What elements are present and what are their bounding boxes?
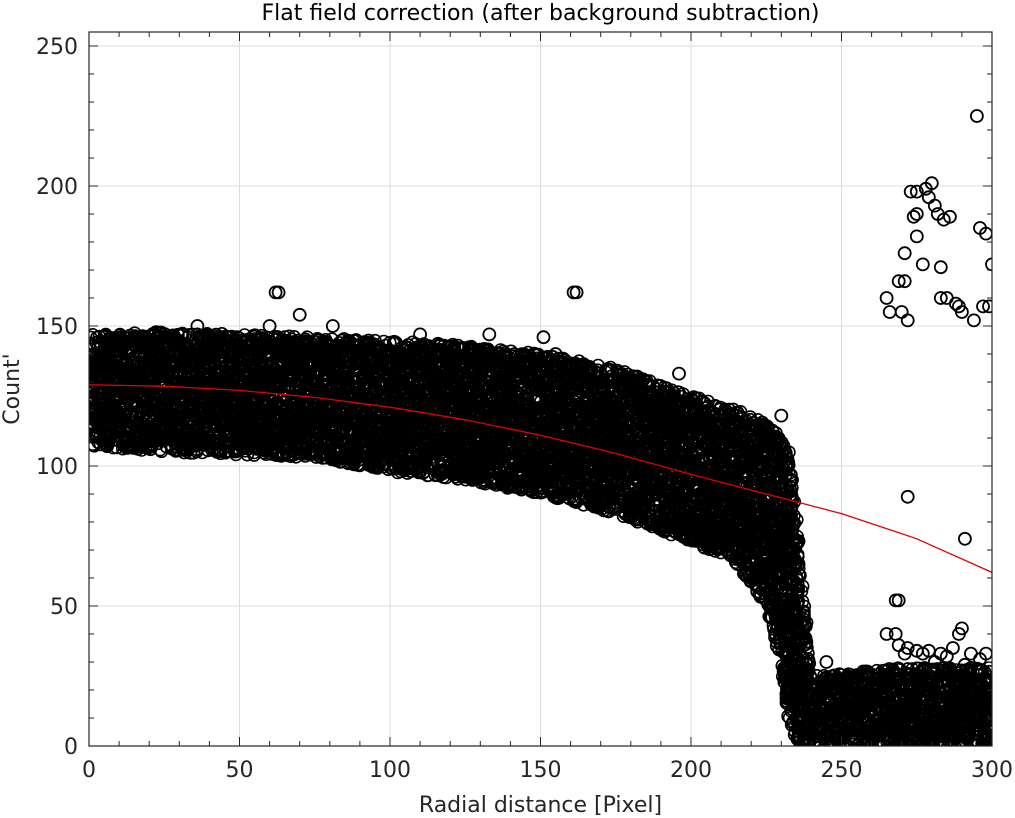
data-point (213, 446, 228, 461)
scatter-points (89, 109, 992, 746)
data-point (89, 427, 96, 441)
grid-lines (89, 32, 992, 746)
